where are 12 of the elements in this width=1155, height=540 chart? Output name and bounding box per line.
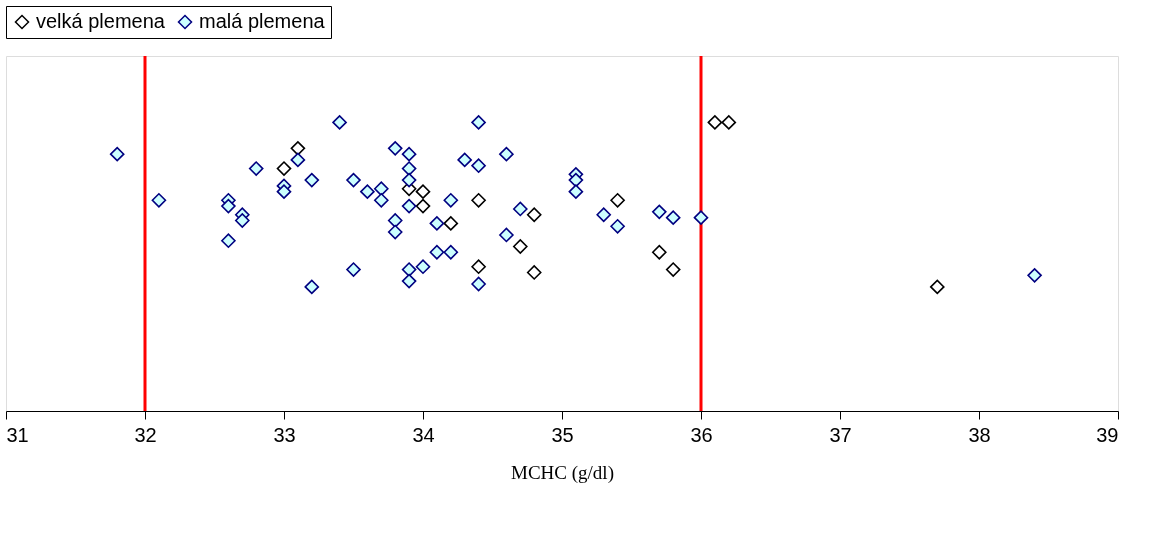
x-tick-label: 34: [412, 423, 435, 446]
x-tick-label: 36: [690, 423, 713, 446]
x-tick-label: 33: [273, 423, 296, 446]
legend-label: malá plemena: [199, 10, 326, 32]
x-tick-label: 37: [829, 423, 852, 446]
x-tick-label: 38: [968, 423, 991, 446]
x-tick-label: 39: [1096, 423, 1119, 446]
x-tick-label: 31: [6, 423, 29, 446]
x-tick-label: 32: [134, 423, 157, 446]
legend-label: velká plemena: [36, 10, 166, 32]
x-axis-title: MCHC (g/dl): [511, 461, 614, 484]
x-tick-label: 35: [551, 423, 574, 446]
